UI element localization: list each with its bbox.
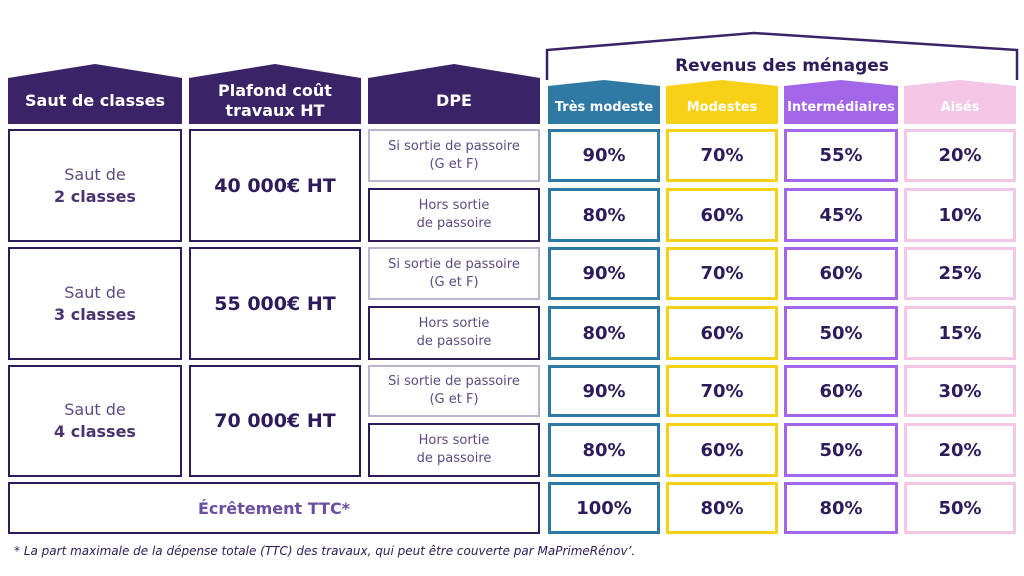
revenus-title: Revenus des ménages [675,56,889,76]
plafond-cell: 55 000€ HT [189,247,361,360]
pct-cell: 55% [784,129,898,182]
dpe-line1: Si sortie de passoire [388,138,520,154]
income-label-modestes: Modestes [686,99,758,115]
ecretement-pct-cell: 100% [548,482,660,534]
ecretement-label: Écrêtement TTC* [8,482,540,534]
header-plafond-line2: travaux HT [225,101,325,120]
pct-cell: 70% [666,365,778,417]
dpe-line1: Hors sortie [418,198,490,213]
dpe-line2: de passoire [416,451,492,466]
pct-cell: 90% [548,129,660,182]
income-tab-intermediaires: Intermédiaires [784,80,898,124]
income-label-tres-modeste: Très modeste [554,99,654,115]
income-tab-tres-modeste: Très modeste [548,80,660,124]
dpe-hors-sortie: Hors sortie de passoire [368,306,540,360]
pct-cell: 60% [784,365,898,417]
header-saut-de-classes: Saut de classes [8,64,182,124]
pct-cell: 60% [666,306,778,360]
plafond-cell: 70 000€ HT [189,365,361,477]
pct-cell: 30% [904,365,1016,417]
header-dpe: DPE [368,64,540,124]
saut-line1: Saut de [64,164,126,184]
saut-2-classes-cell: Saut de 2 classes [8,129,182,242]
header-saut-label: Saut de classes [25,91,165,110]
pct-cell: 50% [784,306,898,360]
pct-cell: 15% [904,306,1016,360]
header-plafond-line1: Plafond coût [218,81,332,100]
pct-cell: 20% [904,423,1016,477]
pct-cell: 80% [548,306,660,360]
saut-line1: Saut de [64,400,126,419]
pct-cell: 80% [548,188,660,242]
pct-cell: 60% [784,247,898,300]
dpe-line2: (G et F) [429,274,479,290]
income-tab-aises: Aisés [904,80,1016,124]
header-dpe-label: DPE [436,91,472,110]
saut-line2: 4 classes [54,422,136,441]
pct-cell: 60% [666,423,778,477]
pct-cell: 50% [784,423,898,477]
pct-cell: 20% [904,129,1016,182]
saut-4-classes-cell: Saut de 4 classes [8,365,182,477]
saut-3-classes-cell: Saut de 3 classes [8,247,182,360]
pct-cell: 10% [904,188,1016,242]
income-label-aises: Aisés [940,99,980,115]
dpe-line1: Hors sortie [418,316,490,331]
saut-line2: 3 classes [54,304,136,324]
revenus-roof-outline [545,31,1019,80]
income-label-intermediaires: Intermédiaires [787,99,895,115]
dpe-line2: (G et F) [429,156,479,172]
plafond-cell: 40 000€ HT [189,129,361,242]
dpe-line2: de passoire [416,216,492,231]
ecretement-pct-cell: 50% [904,482,1016,534]
header-plafond: Plafond coût travaux HT [189,64,361,124]
pct-cell: 25% [904,247,1016,300]
dpe-sortie-passoire: Si sortie de passoire (G et F) [368,129,540,182]
pct-cell: 70% [666,129,778,182]
ecretement-pct-cell: 80% [784,482,898,534]
dpe-line1: Hors sortie [418,433,490,448]
dpe-sortie-passoire: Si sortie de passoire (G et F) [368,247,540,300]
pct-cell: 90% [548,247,660,300]
saut-line2: 2 classes [54,186,136,206]
dpe-line1: Si sortie de passoire [388,374,520,389]
pct-cell: 70% [666,247,778,300]
saut-line1: Saut de [64,282,126,302]
pct-cell: 45% [784,188,898,242]
pct-cell: 90% [548,365,660,417]
footnote: * La part maximale de la dépense totale … [14,544,636,558]
dpe-line1: Si sortie de passoire [388,256,520,272]
dpe-line2: de passoire [416,334,492,349]
dpe-hors-sortie: Hors sortie de passoire [368,423,540,477]
pct-cell: 60% [666,188,778,242]
ecretement-pct-cell: 80% [666,482,778,534]
dpe-line2: (G et F) [429,392,479,407]
income-tab-modestes: Modestes [666,80,778,124]
pct-cell: 80% [548,423,660,477]
dpe-hors-sortie: Hors sortie de passoire [368,188,540,242]
dpe-sortie-passoire: Si sortie de passoire (G et F) [368,365,540,417]
